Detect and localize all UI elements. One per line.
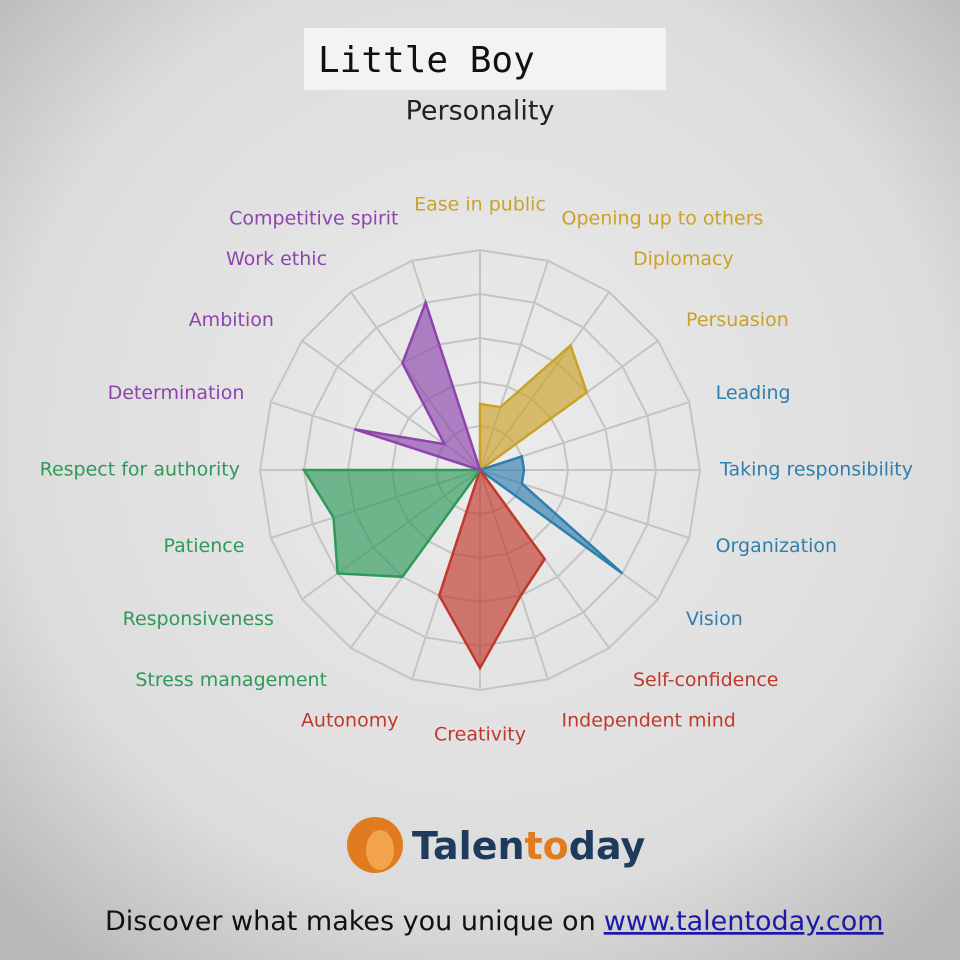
radar-chart: Ease in public Opening up to others Diplom… <box>40 194 913 746</box>
axis-label: Competitive spirit <box>229 208 398 230</box>
footer-link[interactable]: www.talentoday.com <box>604 906 884 937</box>
score-area <box>478 343 589 473</box>
axis-label: Independent mind <box>562 709 736 731</box>
score-area <box>437 467 547 671</box>
brand-logo: Talentoday <box>347 817 645 873</box>
score-area <box>477 454 624 575</box>
axis-label: Diplomacy <box>633 248 734 270</box>
axis-label: Respect for authority <box>40 459 240 481</box>
brand-part: to <box>525 824 569 868</box>
footer: Discover what makes you unique on www.tal… <box>105 906 884 937</box>
child-name: Little Boy <box>318 40 535 81</box>
axis-label: Organization <box>716 535 837 557</box>
score-area <box>354 298 482 472</box>
axis-label: Opening up to others <box>562 208 764 230</box>
axis-label: Creativity <box>434 724 526 746</box>
axis-label: Responsiveness <box>123 608 274 630</box>
footer-text: Discover what makes you unique on <box>105 906 596 937</box>
axis-label: Ambition <box>189 309 274 331</box>
axis-label: Determination <box>108 382 245 404</box>
axis-label: Persuasion <box>686 309 789 331</box>
axis-label: Ease in public <box>414 194 546 216</box>
axis-label: Leading <box>716 382 791 404</box>
score-area <box>301 468 483 579</box>
brand-name: Talentoday <box>412 824 645 868</box>
brand-part: day <box>569 824 646 868</box>
brand-part: Talen <box>412 824 525 868</box>
axis-label: Work ethic <box>226 248 327 270</box>
axis-label: Autonomy <box>301 709 399 731</box>
axis-label: Taking responsibility <box>719 459 913 481</box>
name-box <box>304 28 666 90</box>
axis-label: Self-confidence <box>633 669 779 691</box>
axis-label: Patience <box>164 535 245 557</box>
logo-face <box>366 830 394 870</box>
chart-title: Personality <box>406 96 555 127</box>
axis-label: Vision <box>686 608 743 630</box>
axis-label: Stress management <box>135 669 327 691</box>
